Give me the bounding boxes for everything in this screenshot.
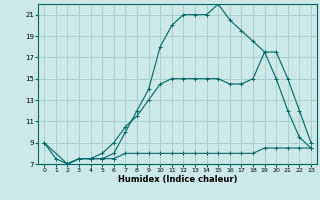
X-axis label: Humidex (Indice chaleur): Humidex (Indice chaleur) — [118, 175, 237, 184]
